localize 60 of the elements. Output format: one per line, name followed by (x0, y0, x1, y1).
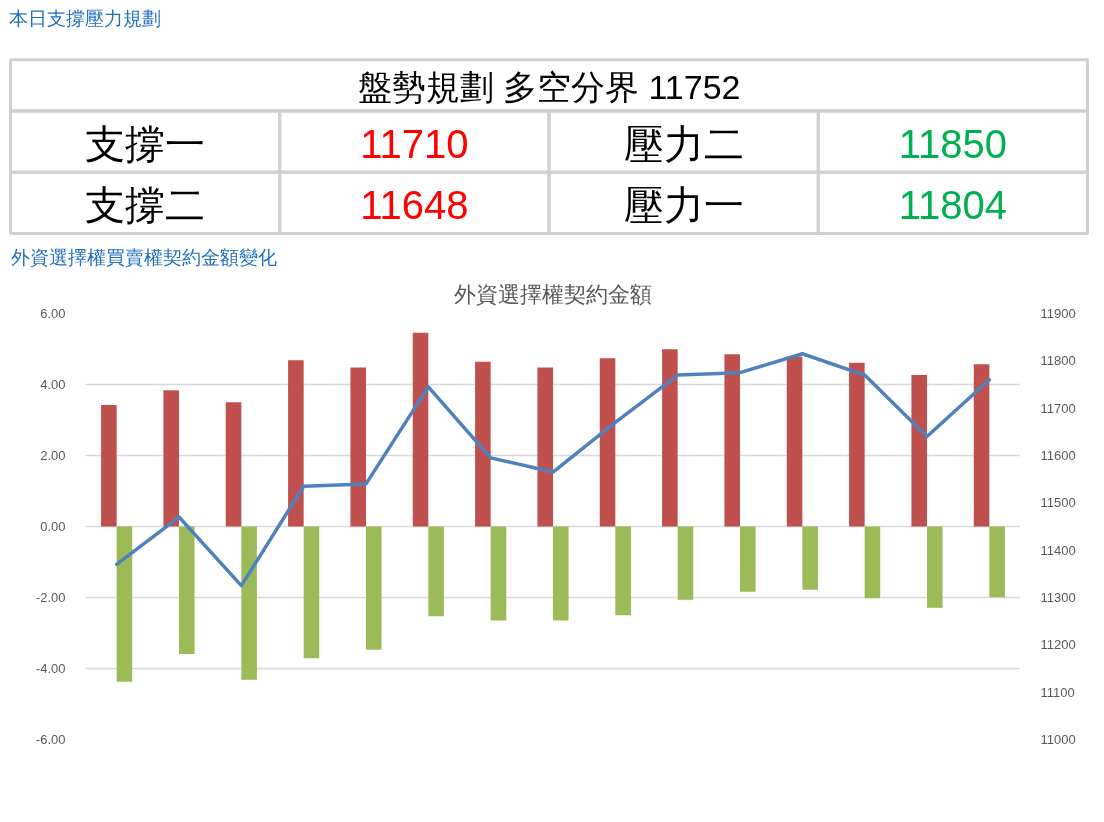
bar (350, 367, 366, 527)
bar (225, 402, 242, 527)
y2-tick-label: 11600 (1040, 448, 1076, 463)
text: 支撐一 (85, 121, 206, 166)
text: 11850 (898, 121, 1008, 166)
bar (802, 526, 818, 590)
bar (101, 405, 117, 527)
bar (490, 526, 507, 621)
y2-tick-label: 11300 (1040, 590, 1076, 605)
bar (724, 354, 740, 527)
bar (241, 526, 257, 680)
chart-subtitle: 外資選擇權契約金額 (454, 281, 652, 307)
text: 壓力一 (623, 182, 744, 227)
bar (927, 526, 943, 608)
text: 11710 (360, 121, 469, 166)
bar (475, 361, 491, 527)
bar (864, 526, 881, 599)
y-tick-label: 6.00 (40, 306, 66, 321)
bar (677, 526, 694, 600)
bar (179, 526, 195, 654)
bar (116, 526, 133, 682)
y-tick-label: -4.00 (35, 661, 66, 676)
bar (740, 526, 756, 592)
bar (537, 367, 553, 527)
line-series (114, 351, 992, 588)
y-tick-label: 2.00 (40, 448, 66, 463)
bar (973, 364, 990, 527)
y2-tick-label: 11100 (1040, 684, 1075, 700)
y2-tick-label: 11200 (1040, 637, 1076, 653)
chart-title: 外資選擇權買賣權契約金額變化 (10, 246, 277, 268)
bar (303, 526, 320, 659)
y2-tick-label: 11700 (1040, 400, 1076, 416)
text: 支撐二 (85, 182, 206, 227)
y-tick-label: -6.00 (35, 732, 66, 747)
y2-tick-label: 11400 (1040, 542, 1076, 558)
text: 盤勢規劃 多空分界 11752 (357, 68, 741, 107)
text: 本日支撐壓力規劃 (8, 7, 161, 29)
bar (366, 526, 382, 650)
y-tick-label: -2.00 (35, 590, 66, 605)
text: 11804 (898, 182, 1008, 227)
bar (989, 526, 1005, 598)
y-tick-label: 4.00 (40, 377, 66, 392)
y-tick-label: 0.00 (40, 519, 66, 534)
bar (428, 526, 444, 617)
text: 11648 (360, 182, 469, 227)
y2-tick-label: 11000 (1040, 732, 1076, 747)
bar (599, 358, 616, 527)
y2-tick-label: 11900 (1040, 306, 1076, 321)
y2-tick-label: 11800 (1040, 353, 1076, 369)
bar (553, 526, 569, 621)
bar (163, 390, 179, 527)
y2-tick-label: 11500 (1040, 495, 1076, 511)
bar (288, 360, 304, 527)
text: 壓力二 (623, 121, 744, 166)
bar (615, 526, 631, 616)
bar (412, 332, 429, 527)
bar (911, 374, 927, 527)
bar (849, 362, 865, 527)
bar (786, 356, 803, 527)
bar (662, 349, 678, 527)
